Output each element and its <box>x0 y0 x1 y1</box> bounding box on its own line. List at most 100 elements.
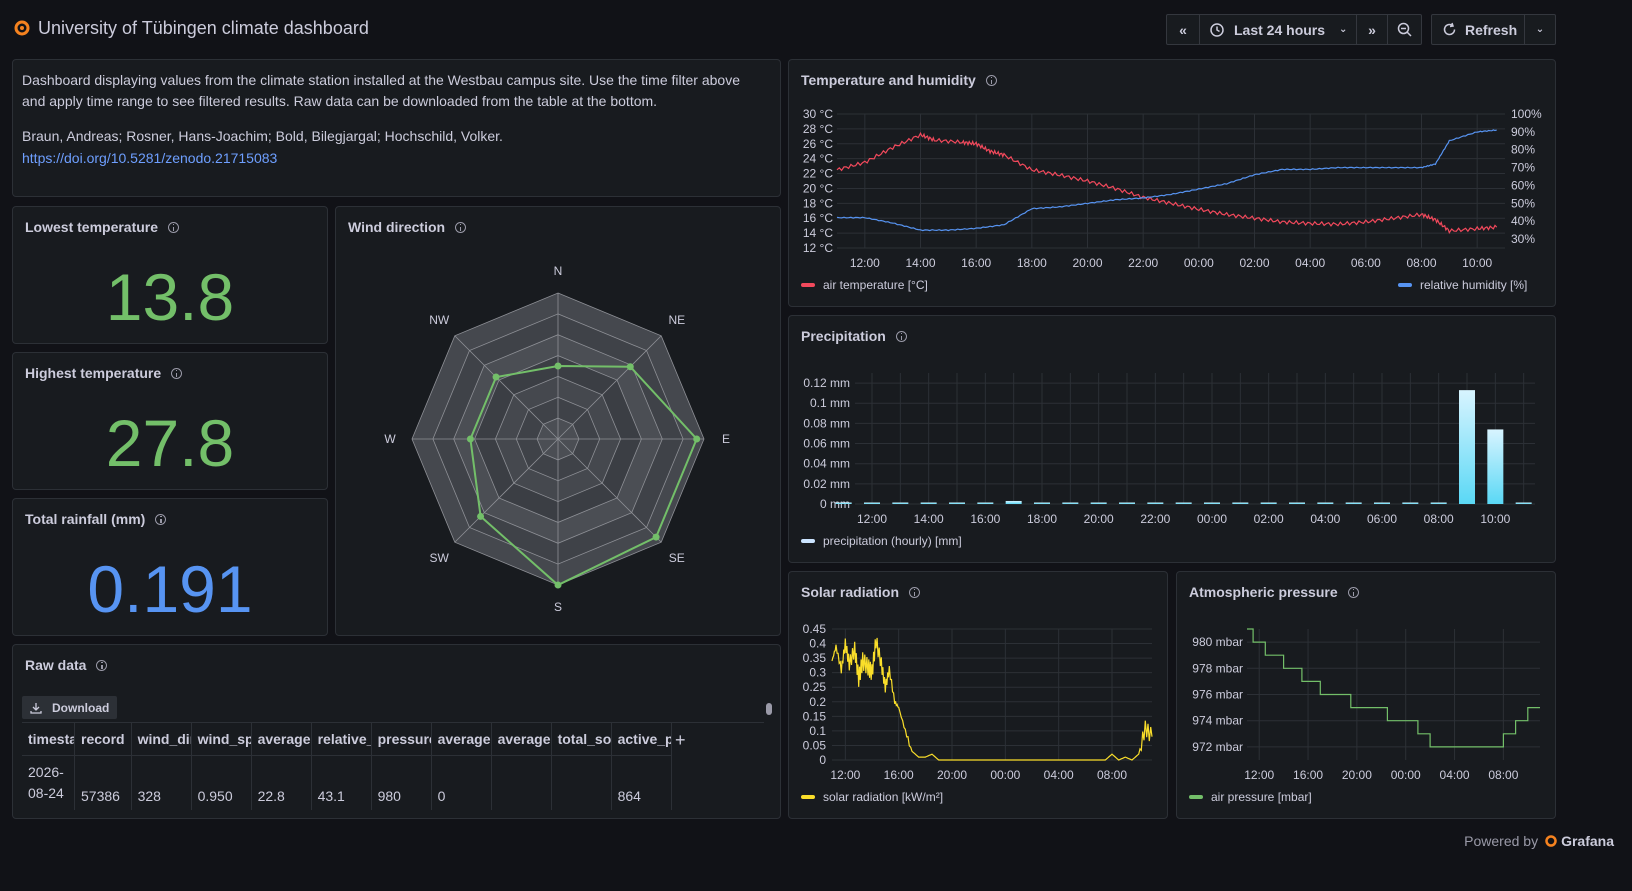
precip-bar <box>1487 429 1504 504</box>
lowest-temperature-panel: Lowest temperature 13.8 <box>12 206 328 344</box>
refresh-button[interactable]: Refresh <box>1431 14 1525 45</box>
y-tick-label: 978 mbar <box>1192 661 1243 675</box>
legend-item[interactable]: air temperature [°C] <box>801 278 928 292</box>
panel-title[interactable]: Lowest temperature <box>25 219 159 235</box>
info-icon[interactable] <box>455 221 467 233</box>
time-range-label: Last 24 hours <box>1234 21 1326 38</box>
info-icon[interactable] <box>155 513 167 525</box>
info-icon[interactable] <box>909 586 921 598</box>
table-row: 2026-08-24 57386 328 0.950 22.8 43.1 980 0 864 <box>22 755 672 810</box>
series-line <box>836 131 1498 234</box>
refresh-interval-dropdown[interactable]: ⌄ <box>1524 14 1556 45</box>
precip-bar <box>1459 390 1475 504</box>
x-tick-label: 08:00 <box>1488 768 1518 782</box>
column-header[interactable]: total_so <box>551 723 612 756</box>
y-tick-label: 976 mbar <box>1192 688 1243 702</box>
x-tick-label: 14:00 <box>914 512 944 526</box>
legend-swatch <box>1189 795 1203 799</box>
column-header[interactable]: average <box>491 723 552 756</box>
panel-title[interactable]: Raw data <box>25 657 87 673</box>
radar-spoke <box>557 438 662 543</box>
panel-title[interactable]: Atmospheric pressure <box>1189 584 1338 600</box>
y-tick-label: 0.1 mm <box>810 396 850 410</box>
legend-item[interactable]: solar radiation [kW/m²] <box>801 790 943 804</box>
legend-item[interactable]: air pressure [mbar] <box>1189 790 1312 804</box>
table-cell: 0 <box>431 755 492 810</box>
column-header[interactable]: average <box>431 723 492 756</box>
radar-direction-label: S <box>554 600 562 614</box>
dashboard-title[interactable]: University of Tübingen climate dashboard <box>38 18 369 38</box>
legend-item[interactable]: precipitation (hourly) [mm] <box>801 534 962 548</box>
y-tick-label: 0.12 mm <box>803 376 850 390</box>
legend-label: solar radiation [kW/m²] <box>823 790 944 804</box>
time-shift-back-button[interactable]: « <box>1166 14 1200 45</box>
column-header[interactable]: average <box>251 723 312 756</box>
column-header[interactable]: active_p <box>611 723 672 756</box>
column-header[interactable]: wind_dir <box>131 723 192 756</box>
column-header[interactable]: timestamp <box>22 723 75 756</box>
precip-bar <box>1204 502 1220 504</box>
time-shift-forward-button[interactable]: » <box>1356 14 1388 45</box>
x-tick-label: 20:00 <box>1072 256 1102 270</box>
precip-bar <box>1515 502 1532 504</box>
legend-swatch <box>801 283 815 287</box>
panel-title[interactable]: Wind direction <box>348 219 446 235</box>
column-header[interactable]: wind_sp <box>191 723 252 756</box>
x-tick-label: 06:00 <box>1351 256 1381 270</box>
precip-bar <box>1034 502 1050 504</box>
info-icon[interactable] <box>895 330 907 342</box>
y2-tick-label: 50% <box>1511 196 1535 210</box>
info-icon[interactable] <box>985 74 997 86</box>
y-tick-label: 16 °C <box>803 211 833 225</box>
y-tick-label: 0.35 <box>803 651 827 665</box>
column-header[interactable]: pressure <box>371 723 432 756</box>
precip-bar <box>892 502 909 504</box>
x-tick-label: 20:00 <box>937 768 967 782</box>
column-header[interactable]: relative_ <box>311 723 372 756</box>
series-line <box>831 637 1153 761</box>
precipitation-panel: Precipitation 12:00 14:00 16:00 18:00 20:00 2… <box>788 315 1556 563</box>
radar-spoke <box>454 335 559 440</box>
doi-link[interactable]: https://doi.org/10.5281/zenodo.21715083 <box>22 150 278 166</box>
panel-title[interactable]: Solar radiation <box>801 584 900 600</box>
y-tick-label: 0.05 <box>803 738 827 752</box>
highest-temperature-panel: Highest temperature 27.8 <box>12 352 328 490</box>
legend-label: air temperature [°C] <box>823 278 928 292</box>
grafana-brand-link[interactable]: Grafana <box>1561 833 1614 849</box>
panel-title[interactable]: Temperature and humidity <box>801 72 976 88</box>
scrollbar-thumb[interactable] <box>766 703 772 715</box>
radar-direction-label: W <box>384 432 396 446</box>
add-column-icon[interactable]: + <box>675 730 686 750</box>
precip-bar <box>920 502 937 504</box>
panel-title[interactable]: Total rainfall (mm) <box>25 511 146 527</box>
info-icon[interactable] <box>171 367 183 379</box>
info-icon[interactable] <box>1347 586 1359 598</box>
panel-title[interactable]: Precipitation <box>801 328 886 344</box>
x-tick-label: 12:00 <box>830 768 860 782</box>
info-icon[interactable] <box>96 659 108 671</box>
legend-item[interactable]: relative humidity [%] <box>1398 278 1527 292</box>
x-tick-label: 04:00 <box>1310 512 1340 526</box>
y-tick-label: 26 °C <box>803 137 833 151</box>
temperature-humidity-panel: Temperature and humidity 12:00 14:00 16:00… <box>788 59 1556 307</box>
x-tick-label: 20:00 <box>1084 512 1114 526</box>
y-tick-label: 0.15 <box>803 709 827 723</box>
download-label: Download <box>52 700 110 715</box>
x-tick-label: 16:00 <box>1293 768 1323 782</box>
table-scrollbar[interactable] <box>766 699 772 817</box>
download-button[interactable]: Download <box>22 696 118 719</box>
panel-title[interactable]: Highest temperature <box>25 365 162 381</box>
y2-tick-label: 30% <box>1511 232 1535 246</box>
table-cell: 43.1 <box>311 755 372 810</box>
y-tick-label: 972 mbar <box>1192 740 1243 754</box>
legend-swatch <box>1398 283 1412 287</box>
table-cell: 980 <box>371 755 432 810</box>
column-header[interactable]: record <box>74 723 132 756</box>
radar-point <box>693 435 701 443</box>
info-icon[interactable] <box>168 221 180 233</box>
highest-temperature-value: 27.8 <box>105 406 235 480</box>
total-rainfall-panel: Total rainfall (mm) 0.191 <box>12 498 328 636</box>
chevrons-left-icon: « <box>1179 21 1187 38</box>
time-picker-button[interactable]: Last 24 hours ⌄ <box>1199 14 1357 45</box>
zoom-out-button[interactable] <box>1387 14 1422 45</box>
